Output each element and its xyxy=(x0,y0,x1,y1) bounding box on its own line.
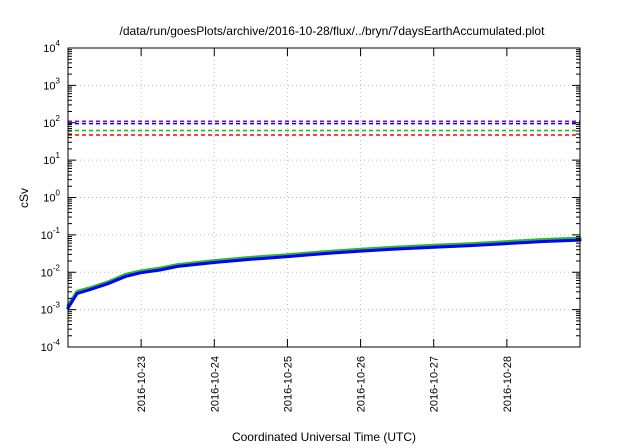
x-tick-label: 2016-10-24 xyxy=(209,356,221,412)
x-tick-label: 2016-10-27 xyxy=(429,356,441,412)
series-line xyxy=(66,236,582,307)
data-series xyxy=(66,236,582,310)
x-axis-ticks: 2016-10-23 2016-10-24 2016-10-25 2016-10-26… xyxy=(136,48,514,412)
grid-lines xyxy=(68,48,580,347)
x-tick-label: 2016-10-25 xyxy=(282,356,294,412)
y-tick-label: 102 xyxy=(43,114,60,130)
y-tick-label: 100 xyxy=(43,189,60,205)
x-tick-label: 2016-10-23 xyxy=(136,356,148,412)
x-axis-label: Coordinated Universal Time (UTC) xyxy=(232,430,416,444)
y-tick-label: 104 xyxy=(43,39,60,55)
y-axis-label: cSv xyxy=(17,188,31,208)
y-tick-label: 10-2 xyxy=(41,263,61,279)
y-tick-label: 10-1 xyxy=(41,226,61,242)
chart-title: /data/run/goesPlots/archive/2016-10-28/f… xyxy=(120,24,546,38)
y-tick-label: 10-4 xyxy=(41,338,61,354)
threshold-lines xyxy=(68,120,580,136)
y-axis-ticks: 10-4 10-3 10-2 10-1 100 101 102 103 104 xyxy=(41,39,580,354)
y-tick-label: 101 xyxy=(43,151,60,167)
x-tick-label: 2016-10-28 xyxy=(502,356,514,412)
y-tick-label: 10-3 xyxy=(41,301,61,317)
series-line xyxy=(66,238,582,310)
y-tick-label: 103 xyxy=(43,76,60,92)
x-tick-label: 2016-10-26 xyxy=(356,356,368,412)
